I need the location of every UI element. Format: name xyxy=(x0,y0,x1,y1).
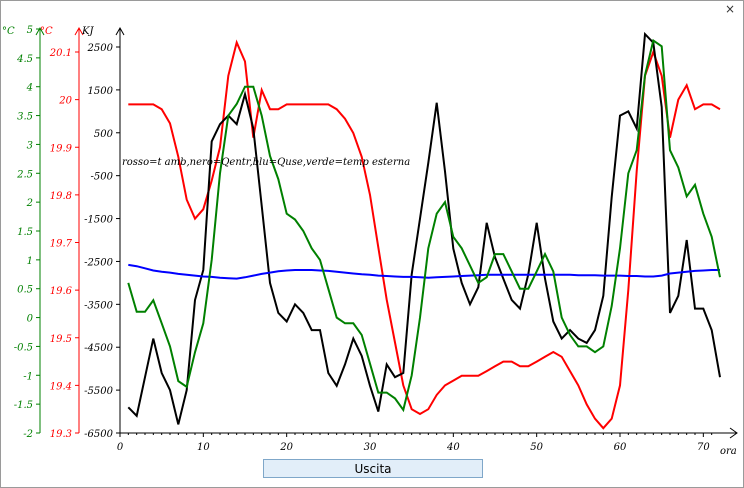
chart-annotation: rosso=t amb,nero=Qentr,blu=Quse,verde=te… xyxy=(122,157,410,168)
green-tick-label: 4 xyxy=(26,83,33,94)
green-tick-label: 1 xyxy=(27,256,33,267)
black-tick-label: -4500 xyxy=(84,343,113,354)
green-tick-label: 4.5 xyxy=(16,54,33,65)
black-tick-label: -3500 xyxy=(84,300,113,311)
green-tick-label: -1 xyxy=(23,371,33,382)
exit-button[interactable]: Uscita xyxy=(263,459,483,478)
green-tick-label: 0 xyxy=(27,314,34,325)
black-tick-label: 1500 xyxy=(88,86,114,97)
x-tick-label: 40 xyxy=(446,442,460,453)
line-chart: 0 10 20 30 40 50 60 70 ora -2 -1.5 -1 -0.5 0 0.5 1 1.5 2 2… xyxy=(2,25,738,457)
black-tick-label: -500 xyxy=(91,172,114,183)
red-tick-label: 19.4 xyxy=(50,381,72,392)
green-tick-label: 2.5 xyxy=(16,169,33,180)
green-tick-label: 2 xyxy=(26,198,33,209)
green-tick-label: 3.5 xyxy=(17,112,33,123)
x-tick-label: 20 xyxy=(279,442,293,453)
green-tick-label: 1.5 xyxy=(17,227,33,238)
green-tick-label: 5 xyxy=(27,25,33,36)
x-tick-label: 10 xyxy=(197,442,210,453)
green-axis-unit: °C xyxy=(2,26,15,37)
series-line-t-amb xyxy=(128,39,721,430)
series-line-temp-esterna xyxy=(127,38,721,413)
red-tick-label: 19.7 xyxy=(50,239,73,250)
green-axis-arrow xyxy=(35,26,45,36)
x-tick-label: 0 xyxy=(117,442,124,453)
red-tick-label: 19.3 xyxy=(50,429,72,440)
green-tick-label: 3 xyxy=(27,140,33,151)
black-tick-label: 500 xyxy=(94,129,114,140)
series-line-Qentr xyxy=(127,31,721,425)
red-tick-label: 20.1 xyxy=(49,48,72,59)
x-axis-label: ora xyxy=(720,446,737,457)
x-axis-arrow xyxy=(729,427,738,439)
red-axis-arrow xyxy=(74,26,84,36)
black-tick-label: -1500 xyxy=(84,215,113,226)
x-tick-label: 70 xyxy=(697,442,710,453)
green-tick-label: -0.5 xyxy=(14,342,33,353)
black-tick-label: -5500 xyxy=(84,386,113,397)
green-tick-label: 0.5 xyxy=(17,285,33,296)
x-tick-label: 50 xyxy=(530,442,543,453)
green-tick-label: -1.5 xyxy=(14,400,33,411)
black-tick-label: -2500 xyxy=(84,257,113,268)
close-button[interactable]: × xyxy=(724,2,736,16)
red-tick-label: 19.8 xyxy=(50,191,72,202)
black-axis-arrow xyxy=(115,26,125,36)
black-tick-label: 2500 xyxy=(87,43,114,54)
black-axis-unit: KJ xyxy=(81,26,94,37)
x-tick-label: 60 xyxy=(614,442,627,453)
red-tick-label: 19.5 xyxy=(50,334,72,345)
black-tick-label: -6500 xyxy=(84,429,113,440)
x-tick-label: 30 xyxy=(364,442,377,453)
red-axis-unit: °C xyxy=(40,26,53,37)
red-tick-label: 19.9 xyxy=(50,143,73,154)
red-tick-label: 19.6 xyxy=(50,286,73,297)
green-tick-label: -2 xyxy=(23,429,33,440)
red-tick-label: 20 xyxy=(58,96,72,107)
